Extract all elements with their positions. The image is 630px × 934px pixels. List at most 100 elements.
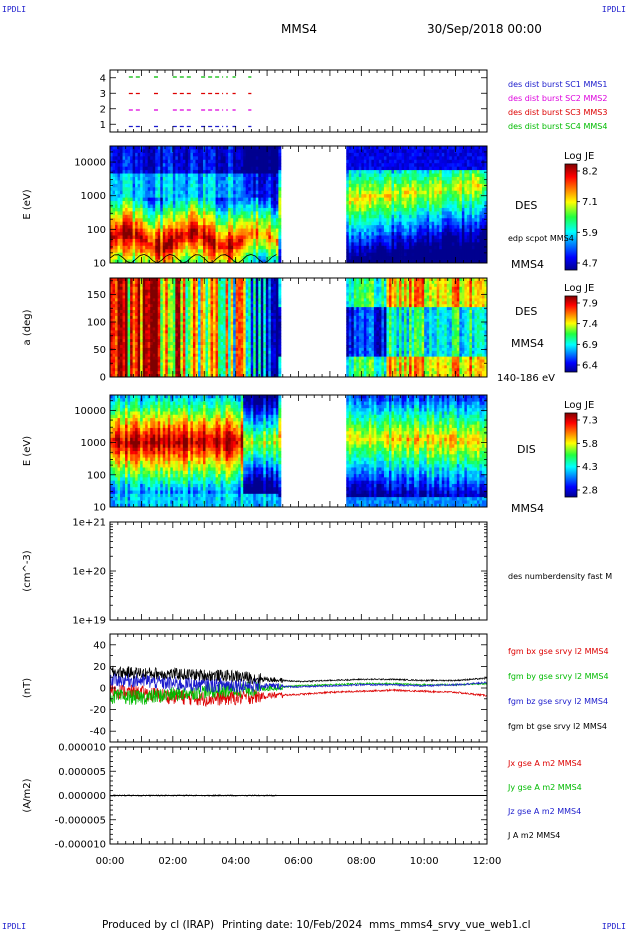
des-pitch-colorbar-tick: 7.4 <box>582 319 598 330</box>
des-pitch-ytick-label: 100 <box>87 318 106 329</box>
bfield-ylabel: (nT) <box>22 678 33 698</box>
printing-date-label: Printing date: 10/Feb/2024 <box>222 919 363 931</box>
current-ytick-label: -0.000010 <box>55 840 106 851</box>
dis-energy-colorbar-tick: 2.8 <box>582 486 598 497</box>
des-energy-colorbar-tick: 7.1 <box>582 197 598 208</box>
des-spectrogram <box>110 146 487 263</box>
bfield-ytick-label: -20 <box>90 705 106 716</box>
spacecraft-title: MMS4 <box>281 22 317 36</box>
des-energy-instrument-label: DES <box>515 199 537 212</box>
burst-legend-label: des dist burst SC1 MMS1 <box>508 80 607 89</box>
burst-ytick-label: 1 <box>100 120 106 131</box>
bfield-series-line <box>110 665 487 685</box>
des-pitch-energy-range-label: 140-186 eV <box>497 373 555 384</box>
current-legend-label: Jy gse A m2 MMS4 <box>507 783 582 792</box>
dis-energy-instrument-label: DIS <box>517 443 536 456</box>
des-pitch-colorbar <box>564 295 578 373</box>
corner-label-bottom-left: IPDLI <box>2 922 27 931</box>
dis-energy-colorbar-tick: 7.3 <box>582 416 598 427</box>
current-ytick-label: 0.000005 <box>58 767 106 778</box>
des-energy-colorbar-tick: 5.9 <box>582 228 598 239</box>
des-energy-colorbar-title: Log JE <box>564 151 594 162</box>
dis-energy-colorbar <box>564 412 578 498</box>
des-pitch-ylabel: a (deg) <box>22 309 33 345</box>
time-axis-tick-label: 06:00 <box>284 856 313 867</box>
des-energy-ytick-label: 100 <box>87 225 106 236</box>
time-axis-tick-label: 08:00 <box>347 856 376 867</box>
dis-energy-spacecraft-label: MMS4 <box>511 502 544 515</box>
time-axis-tick-label: 00:00 <box>96 856 125 867</box>
burst-ytick-label: 3 <box>100 89 106 100</box>
des-energy-colorbar-tick: 4.7 <box>582 259 598 270</box>
corner-label-top-right: IPDLI <box>601 5 626 14</box>
des-pitch-ytick-label: 0 <box>100 373 106 384</box>
current-ytick-label: 0.000000 <box>58 791 106 802</box>
des-energy-colorbar-tick: 8.2 <box>582 167 598 178</box>
des-pitch-colorbar-title: Log JE <box>564 283 594 294</box>
produced-by-label: Produced by cl (IRAP) <box>102 919 215 931</box>
des-pitch-colorbar-tick: 7.9 <box>582 299 598 310</box>
des-energy-colorbar <box>564 163 578 271</box>
des-energy-ytick-label: 1000 <box>81 191 106 202</box>
des-pitch-instrument-label: DES <box>515 305 537 318</box>
dis-energy-ytick-label: 10000 <box>74 406 106 417</box>
current-ytick-label: -0.000005 <box>55 815 106 826</box>
current-legend-label: J A m2 MMS4 <box>507 831 560 840</box>
des-pitch-colorbar-tick: 6.4 <box>582 361 598 372</box>
time-axis-tick-label: 02:00 <box>158 856 187 867</box>
dis-energy-ytick-label: 1000 <box>81 438 106 449</box>
dis-energy-colorbar-tick: 5.8 <box>582 439 598 450</box>
pad-spectrogram <box>110 278 487 377</box>
burst-legend-label: des dist burst SC3 MMS3 <box>508 108 607 117</box>
dis-energy-colorbar-title: Log JE <box>564 400 594 411</box>
density-frame <box>109 521 488 621</box>
burst-ytick-label: 2 <box>100 104 106 115</box>
dis-energy-ytick-label: 100 <box>87 470 106 481</box>
burst-panel-frame <box>109 69 488 133</box>
des-pitch-colorbar-tick: 6.9 <box>582 340 598 351</box>
density-ylabel: (cm^-3) <box>22 550 33 591</box>
bfield-ytick-label: 20 <box>93 662 106 673</box>
des-pitch-ytick-label: 150 <box>87 290 106 301</box>
des-energy-spacecraft-label: MMS4 <box>511 258 544 271</box>
bfield-series-line <box>110 671 487 694</box>
bfield-ytick-label: -40 <box>90 727 106 738</box>
burst-legend-label: des dist burst SC2 MMS2 <box>508 94 607 103</box>
burst-ytick-label: 4 <box>100 73 106 84</box>
dis-spectrogram <box>110 395 487 507</box>
des-energy-ytick-label: 10000 <box>74 158 106 169</box>
density-ytick-label: 1e+21 <box>72 518 106 529</box>
des-energy-ytick-label: 10 <box>93 259 106 270</box>
bfield-legend-label: fgm bt gse srvy l2 MMS4 <box>508 722 607 731</box>
des-pitch-ytick-label: 50 <box>93 345 106 356</box>
current-trace <box>110 794 277 797</box>
corner-label-bottom-right: IPDLI <box>601 922 626 931</box>
time-axis-tick-label: 04:00 <box>221 856 250 867</box>
dis-energy-colorbar-tick: 4.3 <box>582 462 598 473</box>
current-legend-label: Jz gse A m2 MMS4 <box>507 807 581 816</box>
des-pitch-spacecraft-label: MMS4 <box>511 337 544 350</box>
current-ytick-label: 0.000010 <box>58 743 106 754</box>
filename-label: mms_mms4_srvy_vue_web1.cl <box>369 919 531 931</box>
des-energy-ylabel: E (eV) <box>22 189 33 219</box>
current-ylabel: (A/m2) <box>22 778 33 812</box>
dis-energy-ytick-label: 10 <box>93 503 106 514</box>
density-ytick-label: 1e+20 <box>72 567 106 578</box>
density-legend-label: des numberdensity fast M <box>508 572 612 581</box>
scpot-trace <box>109 253 277 264</box>
current-legend-label: Jx gse A m2 MMS4 <box>507 759 582 768</box>
density-ytick-label: 1e+19 <box>72 616 106 627</box>
bfield-legend-label: fgm by gse srvy l2 MMS4 <box>508 672 609 681</box>
burst-legend-label: des dist burst SC4 MMS4 <box>508 122 607 131</box>
bfield-series-line <box>110 681 487 705</box>
bfield-ytick-label: 0 <box>100 684 106 695</box>
bfield-legend-label: fgm bz gse srvy l2 MMS4 <box>508 697 608 706</box>
time-axis-tick-label: 10:00 <box>410 856 439 867</box>
corner-label-top-left: IPDLI <box>2 5 27 14</box>
des-energy-scpot-label: edp scpot MMS4 <box>508 234 574 243</box>
bfield-legend-label: fgm bx gse srvy l2 MMS4 <box>508 647 609 656</box>
bfield-ytick-label: 40 <box>93 640 106 651</box>
bfield-traces <box>110 665 487 708</box>
time-axis-tick-label: 12:00 <box>473 856 502 867</box>
